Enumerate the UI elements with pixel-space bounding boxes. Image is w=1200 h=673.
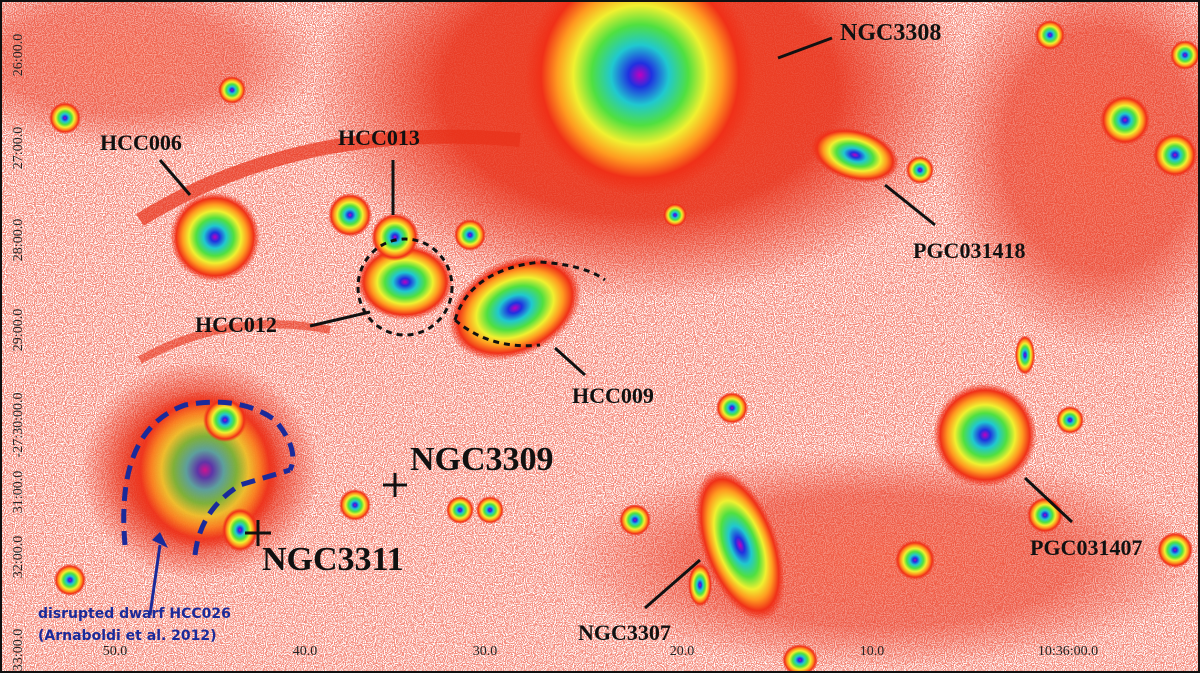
axes: 26:00.0 27:00.0 28:00.0 29:00.0 -27:30:0…: [11, 34, 1098, 671]
y-axis-label: 26:00.0: [11, 34, 26, 76]
y-axis-label: 31:00.0: [11, 471, 26, 513]
galaxy-label: HCC013: [338, 125, 420, 150]
galaxy-label: NGC3309: [410, 441, 554, 478]
y-axis-label: 29:00.0: [11, 309, 26, 351]
x-axis-label: 30.0: [473, 644, 498, 659]
galaxy-label: NGC3307: [578, 620, 671, 645]
galaxy-label: NGC3308: [840, 20, 941, 46]
x-axis-label: 20.0: [670, 644, 695, 659]
galaxy-label: NGC3311: [262, 541, 404, 578]
galaxy-label: HCC012: [195, 312, 277, 337]
x-axis-label: 50.0: [103, 644, 128, 659]
annotation: (Arnaboldi et al. 2012): [38, 628, 217, 644]
y-axis-label: 32:00.0: [11, 536, 26, 578]
y-axis-label: 33:00.0: [11, 629, 26, 671]
x-axis-label: 10:36:00.0: [1038, 644, 1098, 659]
galaxy-label: PGC031418: [913, 238, 1025, 263]
labels: NGC3308 HCC006 HCC013 PGC031418 HCC012 H…: [38, 20, 1142, 645]
galaxy-label: HCC009: [572, 383, 654, 408]
y-axis-label: -27:30:00.0: [11, 393, 26, 458]
x-axis-label: 40.0: [293, 644, 318, 659]
galaxy-label: PGC031407: [1030, 535, 1142, 560]
outlines: [121, 237, 606, 616]
x-axis-label: 10.0: [860, 644, 885, 659]
annotation: disrupted dwarf HCC026: [38, 606, 231, 622]
y-axis-label: 28:00.0: [11, 219, 26, 261]
y-axis-label: 27:00.0: [11, 127, 26, 169]
pointers: [158, 36, 1074, 610]
galaxy-label: HCC006: [100, 130, 182, 155]
